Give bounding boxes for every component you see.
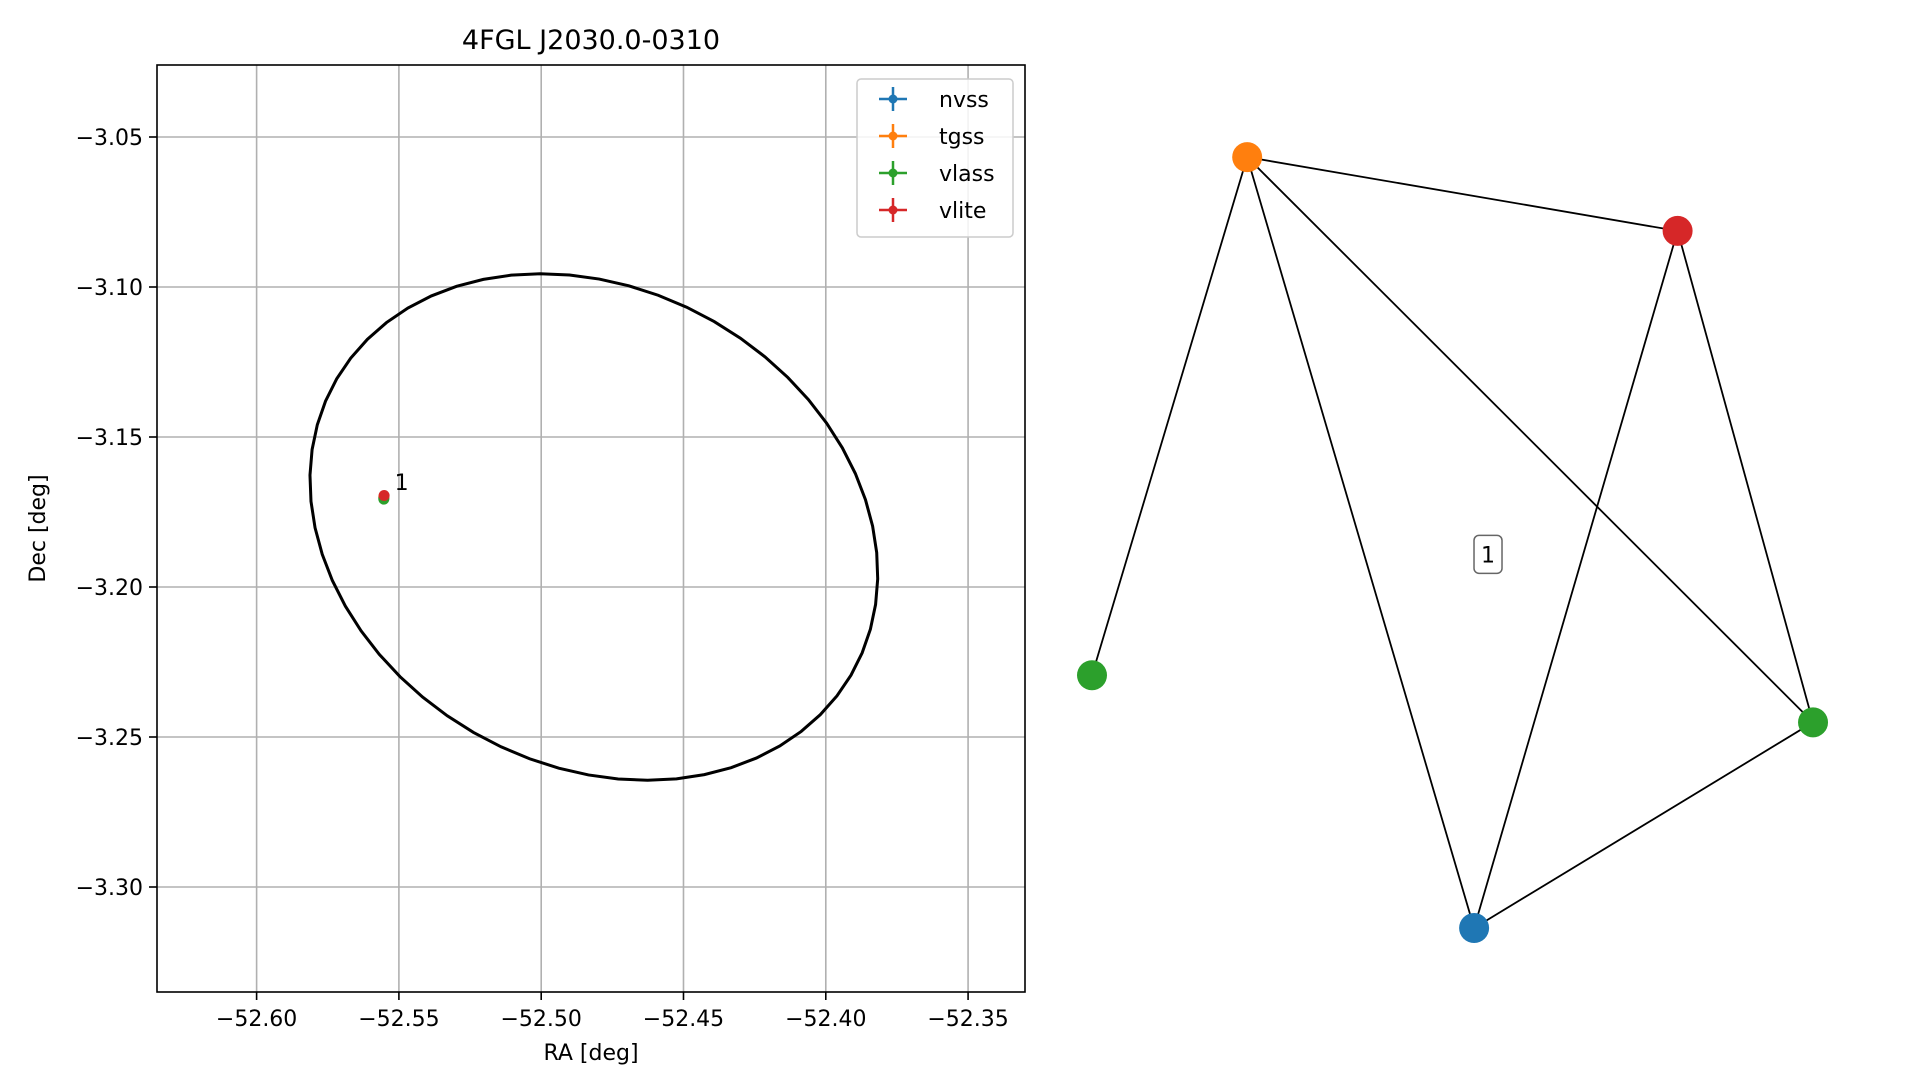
x-tick-label-2: −52.50 xyxy=(500,1007,581,1032)
point-vlite xyxy=(378,490,390,501)
legend-label-vlass: vlass xyxy=(939,162,995,187)
legend-item-vlass: vlass xyxy=(879,161,995,187)
scatter-panel: 1 −52.60 −52.55 −52.50 −52.45 −52.40 −52.35 −3… xyxy=(26,25,1026,1066)
legend-label-tgss: tgss xyxy=(939,125,985,150)
x-tick-label-5: −52.35 xyxy=(927,1007,1008,1032)
legend-marker-dot-vlite xyxy=(888,205,898,215)
y-tick-label-2: −3.15 xyxy=(76,426,143,451)
edge-tgss-vlass-a xyxy=(1091,156,1249,676)
x-axis-label: RA [deg] xyxy=(543,1041,638,1066)
legend-marker-dot-nvss xyxy=(888,94,898,104)
edge-tgss-vlass-b xyxy=(1246,156,1814,723)
axis-ticks: −52.60 −52.55 −52.50 −52.45 −52.40 −52.35 −3.0… xyxy=(76,126,1009,1032)
plot-frame xyxy=(156,64,1026,993)
network-panel: 1 xyxy=(1077,142,1829,943)
y-tick-label-3: −3.20 xyxy=(76,576,143,601)
y-tick-label-0: −3.05 xyxy=(76,126,143,151)
edge-vlass-b-nvss xyxy=(1473,721,1814,929)
legend-label-nvss: nvss xyxy=(939,88,989,113)
cluster-label-box xyxy=(1473,534,1503,575)
legend-marker-dot-tgss xyxy=(888,131,898,141)
legend-frame xyxy=(856,78,1014,238)
y-tick-label-1: −3.10 xyxy=(76,276,143,301)
cluster-label-text: 1 xyxy=(1481,543,1495,568)
x-tick-label-0: −52.60 xyxy=(216,1007,297,1032)
y-tick-label-5: −3.30 xyxy=(76,876,143,901)
graph-edges xyxy=(1091,156,1814,929)
edge-vlite-nvss xyxy=(1473,230,1679,929)
chart-title: 4FGL J2030.0-0310 xyxy=(462,25,720,56)
x-tick-label-3: −52.45 xyxy=(643,1007,724,1032)
legend-item-tgss: tgss xyxy=(879,124,985,150)
node-vlass-b xyxy=(1798,707,1829,738)
legend-item-vlite: vlite xyxy=(879,198,986,224)
legend-label-vlite: vlite xyxy=(939,199,986,224)
y-axis-label: Dec [deg] xyxy=(26,474,51,582)
node-nvss xyxy=(1459,913,1490,943)
edge-tgss-nvss xyxy=(1246,156,1475,929)
edge-vlite-vlass-b xyxy=(1676,230,1814,723)
graph-nodes xyxy=(1077,142,1829,943)
x-tick-label-1: −52.55 xyxy=(358,1007,439,1032)
x-tick-label-4: −52.40 xyxy=(785,1007,866,1032)
data-points xyxy=(378,490,390,505)
error-ellipse xyxy=(308,272,880,782)
legend-marker-dot-vlass xyxy=(888,168,898,178)
edge-tgss-vlite xyxy=(1247,156,1678,232)
cluster-label: 1 xyxy=(1473,534,1503,575)
y-tick-label-4: −3.25 xyxy=(76,726,143,751)
legend-item-nvss: nvss xyxy=(879,87,989,113)
point-annotation: 1 xyxy=(395,471,409,496)
node-tgss xyxy=(1232,142,1263,173)
node-vlass-a xyxy=(1077,660,1107,691)
node-vlite xyxy=(1662,215,1693,246)
legend: nvss tgss vlass vlite xyxy=(856,78,1014,238)
